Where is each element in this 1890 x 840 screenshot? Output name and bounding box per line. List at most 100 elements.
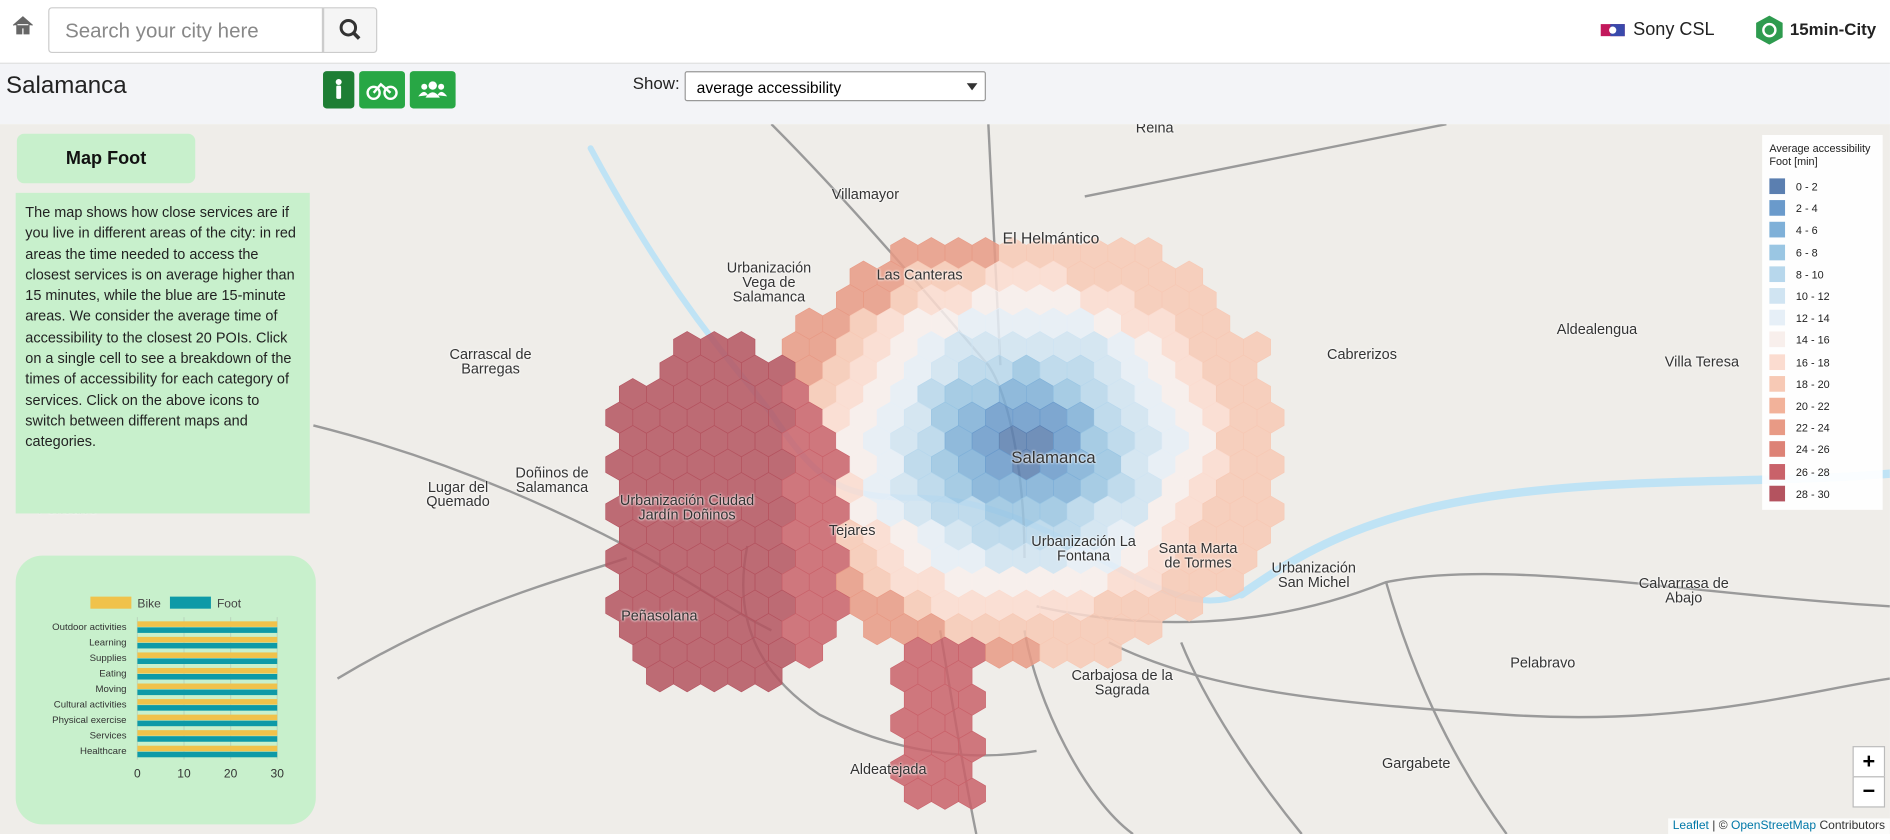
legend-label: 8 - 10 <box>1795 268 1824 281</box>
select-value: average accessibility <box>696 78 842 97</box>
hex-cell <box>1175 589 1204 622</box>
legend-label: 14 - 16 <box>1795 334 1830 347</box>
place-label: Salamanca <box>1011 447 1096 467</box>
road <box>1384 581 1508 835</box>
brand-15min: 15min-City <box>1789 19 1877 39</box>
place-label: Doñinos de Salamanca <box>515 464 589 496</box>
place-label: Las Canteras <box>876 266 963 284</box>
legend-label: 28 - 30 <box>1795 487 1830 500</box>
attribution: Leaflet | © OpenStreetMap Contributors <box>1667 818 1890 835</box>
bar <box>137 705 278 711</box>
show-select[interactable]: average accessibility <box>684 71 986 102</box>
info-title: Map Foot <box>16 133 196 184</box>
bar <box>137 751 278 758</box>
zoom-in[interactable]: + <box>1852 746 1886 778</box>
bar <box>137 658 278 664</box>
bar <box>137 636 278 643</box>
place-label: Aldeatejada <box>850 760 927 778</box>
attribution-sep: | © <box>1712 819 1728 833</box>
road <box>1084 124 1447 198</box>
legend-swatch <box>1769 375 1786 392</box>
legend-label: 12 - 14 <box>1795 312 1830 325</box>
leaflet-link[interactable]: Leaflet <box>1672 819 1709 833</box>
place-label: Peñasolana <box>621 607 698 625</box>
place-label: Urbanización Vega de Salamanca <box>726 259 812 305</box>
place-label: Pelabravo <box>1510 654 1576 672</box>
hex-cell <box>1134 613 1163 646</box>
place-label: Cabrerizos <box>1327 345 1397 363</box>
bar <box>137 642 278 649</box>
legend-label: Bike <box>137 596 161 610</box>
map-layer <box>313 124 1890 835</box>
place-label: Reina <box>1135 124 1174 137</box>
bar <box>137 720 278 727</box>
y-tick-label: Cultural activities <box>54 700 127 711</box>
legend-swatch <box>1769 331 1786 348</box>
bar <box>137 674 278 680</box>
legend-swatch <box>1769 288 1786 304</box>
bar <box>137 652 278 658</box>
y-tick-label: Moving <box>96 684 127 695</box>
legend-swatch <box>169 596 211 609</box>
home-icon[interactable] <box>12 16 34 35</box>
place-label: Urbanización San Michel <box>1271 559 1356 591</box>
legend-label: 26 - 28 <box>1795 465 1830 479</box>
bar <box>137 627 278 633</box>
y-tick-label: Supplies <box>90 653 127 664</box>
bar-chart: 0 10 20 30 Bike Foot Outdoor activities Learnin… <box>52 596 285 780</box>
place-label: Calvarrasa de Abajo <box>1638 574 1729 607</box>
legend-title: Average accessibility <box>1769 142 1871 155</box>
place-label: Gargabete <box>1382 754 1451 772</box>
zoom-out[interactable]: − <box>1852 776 1886 808</box>
legend-swatch <box>1769 244 1786 260</box>
x-tick-label: 30 <box>271 766 285 780</box>
y-tick-label: Outdoor activities <box>52 622 127 633</box>
info-text: The map shows how close services are if … <box>15 192 310 514</box>
hex-cell <box>795 636 824 669</box>
legend-label: 18 - 20 <box>1795 378 1830 391</box>
osm-link[interactable]: OpenStreetMap <box>1730 819 1817 833</box>
legend-label: 22 - 24 <box>1795 422 1830 435</box>
map[interactable]: Reina Villamayor Urbanización Vega de Sala… <box>0 124 1890 835</box>
place-label: Lugar del Quemado <box>426 478 490 510</box>
hex-layer <box>605 237 1285 810</box>
place-label: Urbanización Ciudad Jardín Doñinos <box>619 491 755 524</box>
place-label: Villa Teresa <box>1664 353 1740 371</box>
legend-swatch <box>1769 178 1786 195</box>
legend: Average accessibility Foot [min] 0 - 2 2 … <box>1762 134 1883 510</box>
x-tick-label: 0 <box>134 766 141 780</box>
toolbar: Salamanca Show: average accessibility <box>0 63 1890 125</box>
header: Search your city here Sony CSL 15min-Cit… <box>0 0 1890 64</box>
legend-swatch <box>1769 222 1786 238</box>
legend-swatch <box>1769 353 1786 370</box>
legend-swatch <box>1769 419 1786 436</box>
search-input[interactable]: Search your city here <box>48 7 324 54</box>
group-icon <box>418 81 448 98</box>
y-tick-label: Healthcare <box>80 746 127 757</box>
legend-swatch <box>1769 441 1786 458</box>
y-tick-label: Physical exercise <box>52 715 126 726</box>
bar <box>137 683 278 690</box>
hex-cell <box>1215 566 1244 599</box>
bar <box>137 730 278 736</box>
search-button[interactable] <box>323 7 378 54</box>
legend-swatch <box>1769 463 1786 480</box>
legend-swatch <box>1769 397 1786 414</box>
bike-button[interactable] <box>359 71 405 109</box>
legend-label: 24 - 26 <box>1795 444 1830 457</box>
hex-cell <box>1093 636 1122 669</box>
place-label: Villamayor <box>831 185 900 203</box>
bar <box>137 667 278 674</box>
hex-cell <box>754 660 783 693</box>
place-label: Urbanización La Fontana <box>1031 532 1136 565</box>
foot-icon <box>335 78 342 99</box>
foot-button[interactable] <box>323 71 355 109</box>
place-label: Aldealengua <box>1556 320 1638 338</box>
place-label: Carrascal de Barregas <box>449 345 532 378</box>
bar <box>137 699 278 705</box>
bar <box>137 736 278 742</box>
group-button[interactable] <box>409 71 456 109</box>
legend-label: Foot <box>217 596 242 610</box>
search-icon <box>339 18 361 40</box>
road <box>1180 641 1303 835</box>
